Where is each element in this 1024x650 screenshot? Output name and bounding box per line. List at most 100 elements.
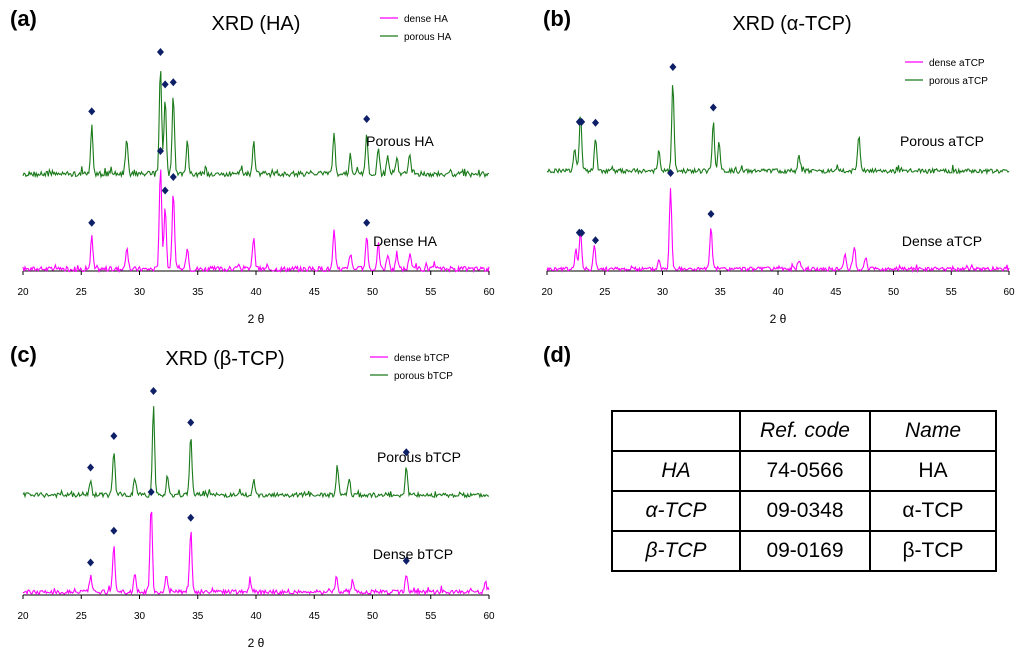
x-axis-label: 2 θ	[248, 312, 265, 326]
phase-peak-marker	[161, 80, 169, 89]
table-cell: 09-0348	[739, 490, 871, 532]
phase-peak-marker	[669, 63, 677, 71]
legend-label: porous aTCP	[929, 76, 988, 87]
x-tick-label: 30	[657, 287, 669, 298]
x-tick-label: 25	[76, 611, 88, 622]
x-axis-label: 2 θ	[248, 636, 265, 650]
phase-peak-marker	[156, 47, 164, 56]
series-line	[546, 188, 1010, 274]
xrd-ha-chart: XRD (HA) dense HA porous HA 20 25 30 35 40 45 50 5…	[17, 13, 495, 326]
phase-peak-marker	[147, 488, 155, 496]
phase-peak-marker	[88, 218, 96, 227]
table-row: β-TCP 09-0169 β-TCP	[611, 530, 997, 572]
phase-peak-marker	[110, 526, 118, 535]
xrd-btcp-chart: XRD (β-TCP) dense bTCP porous bTCP 20 25 30 35…	[17, 348, 495, 650]
panel-label-c: (c)	[10, 342, 37, 367]
curve-label: Dense aTCP	[902, 233, 982, 249]
x-tick-label: 30	[134, 611, 146, 622]
phase-peak-marker	[363, 218, 371, 227]
phase-peak-marker	[88, 107, 96, 116]
phase-peak-marker	[161, 186, 169, 195]
table-cell: β-TCP	[611, 530, 741, 572]
phase-peak-marker	[110, 432, 118, 440]
curve-label: Dense HA	[373, 233, 437, 249]
phase-peak-marker	[667, 169, 675, 177]
series-line	[22, 406, 489, 499]
xrd-atcp-chart: XRD (α-TCP) dense aTCP porous aTCP 20 25 30 35…	[541, 13, 1015, 326]
panel-label-a: (a)	[10, 6, 37, 31]
legend-label: dense aTCP	[929, 58, 985, 69]
x-tick-label: 40	[772, 287, 784, 298]
series-line	[22, 71, 490, 179]
table-cell: HA	[869, 450, 997, 492]
phase-peak-marker	[592, 118, 600, 127]
table-cell: 09-0169	[739, 530, 871, 572]
x-axis-label: 2 θ	[770, 312, 787, 326]
x-tick-label: 35	[715, 287, 727, 298]
legend-label: dense HA	[404, 14, 448, 25]
table-cell: β-TCP	[869, 530, 997, 572]
x-tick-label: 50	[367, 611, 379, 622]
legend-label: porous bTCP	[394, 371, 453, 382]
phase-peak-marker	[187, 418, 195, 427]
x-tick-label: 45	[309, 611, 321, 622]
phase-peak-marker	[156, 146, 164, 155]
x-tick-label: 40	[250, 287, 262, 298]
table-row: HA 74-0566 HA	[611, 450, 997, 492]
x-tick-label: 35	[192, 287, 204, 298]
table-header-cell	[611, 410, 741, 452]
curve-label: Porous bTCP	[377, 449, 461, 465]
x-tick-label: 60	[483, 287, 495, 298]
x-tick-label: 40	[250, 611, 262, 622]
x-tick-label: 55	[946, 287, 958, 298]
table-header-cell: Name	[869, 410, 997, 452]
phase-peak-marker	[578, 228, 586, 237]
x-tick-label: 60	[1003, 287, 1015, 298]
table-cell: 74-0566	[739, 450, 871, 492]
x-tick-label: 50	[367, 287, 379, 298]
phase-peak-marker	[87, 463, 95, 472]
x-tick-label: 20	[541, 287, 553, 298]
phase-peak-marker	[402, 556, 410, 565]
x-tick-label: 60	[483, 611, 495, 622]
series-line	[22, 511, 490, 597]
series-line	[22, 169, 490, 274]
curve-label: Porous HA	[366, 133, 434, 149]
x-tick-label: 50	[888, 287, 900, 298]
phase-peak-marker	[578, 117, 586, 126]
curve-label: Dense bTCP	[373, 546, 453, 562]
legend-label: dense bTCP	[394, 353, 450, 364]
x-tick-label: 20	[17, 611, 29, 622]
chart-title: XRD (β-TCP)	[165, 348, 284, 370]
panel-label-b: (b)	[543, 6, 572, 31]
table-cell: α-TCP	[869, 490, 997, 532]
x-tick-label: 45	[309, 287, 321, 298]
table-cell: HA	[611, 450, 741, 492]
x-tick-label: 30	[134, 287, 146, 298]
x-tick-label: 35	[192, 611, 204, 622]
phase-peak-marker	[709, 103, 717, 112]
table-cell: α-TCP	[611, 490, 741, 532]
x-tick-label: 55	[425, 287, 437, 298]
phase-peak-marker	[402, 448, 410, 457]
chart-title: XRD (HA)	[212, 13, 301, 35]
x-tick-label: 45	[830, 287, 842, 298]
phase-peak-marker	[592, 236, 600, 245]
table-header-cell: Ref. code	[739, 410, 871, 452]
reference-code-table: Ref. code Name HA 74-0566 HA α-TCP 09-03…	[611, 410, 997, 572]
phase-peak-marker	[169, 78, 177, 87]
x-tick-label: 55	[425, 611, 437, 622]
phase-peak-marker	[187, 513, 195, 522]
phase-peak-marker	[169, 173, 177, 181]
series-line	[546, 85, 1010, 176]
x-tick-label: 25	[76, 287, 88, 298]
legend-label: porous HA	[404, 32, 452, 43]
x-tick-label: 25	[599, 287, 611, 298]
chart-title: XRD (α-TCP)	[732, 13, 851, 35]
phase-peak-marker	[707, 210, 715, 218]
table-row: α-TCP 09-0348 α-TCP	[611, 490, 997, 532]
x-tick-label: 20	[17, 287, 29, 298]
phase-peak-marker	[149, 387, 157, 395]
phase-peak-marker	[87, 558, 95, 567]
phase-peak-marker	[363, 114, 371, 123]
